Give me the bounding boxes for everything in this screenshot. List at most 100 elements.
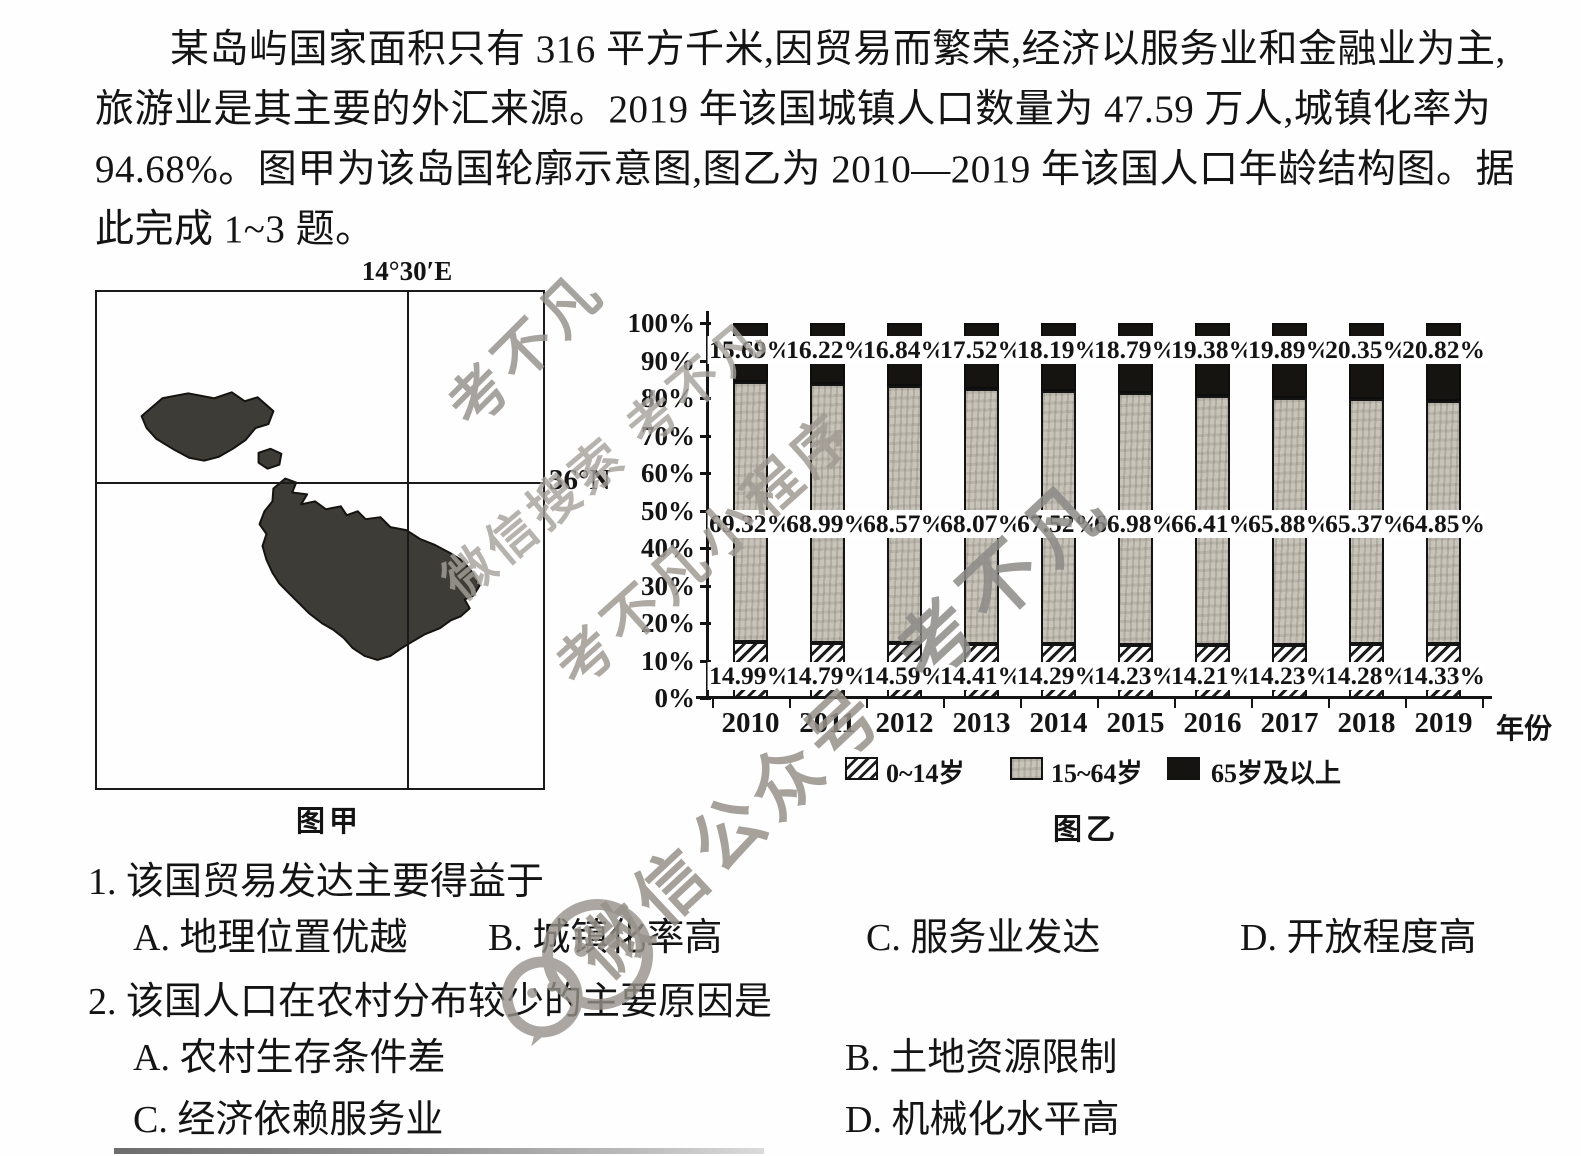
y-axis-tick-mark xyxy=(700,434,711,438)
x-axis-tick-mark xyxy=(1482,699,1484,708)
x-axis-tick-mark xyxy=(1174,699,1176,708)
legend-swatch-gray xyxy=(1010,757,1043,780)
question-2-option-A: A. 农村生存条件差 xyxy=(133,1037,446,1079)
cutoff-text-remnant xyxy=(114,1148,764,1154)
question-2-stem: 2. 该国人口在农村分布较少的主要原因是 xyxy=(88,981,773,1023)
legend-swatch-black xyxy=(1167,757,1200,780)
y-axis-tick-label: 90% xyxy=(641,345,695,376)
question-1-option-A: A. 地理位置优越 xyxy=(133,917,408,959)
bar-value-label: 14.33% xyxy=(1400,660,1487,690)
question-1-option-D: D. 开放程度高 xyxy=(1240,917,1477,959)
question-2-option-D: D. 机械化水平高 xyxy=(845,1099,1120,1141)
y-axis-tick-label: 60% xyxy=(641,458,695,488)
bar-value-label: 15.69% xyxy=(707,335,794,364)
x-axis-category-label: 2016 xyxy=(1183,707,1242,739)
figure-jia-caption: 图甲 xyxy=(296,806,363,838)
bar-value-label: 65.37% xyxy=(1323,509,1410,538)
y-axis-tick-mark xyxy=(700,584,711,588)
bar-value-label: 68.99% xyxy=(784,509,871,538)
malta-island xyxy=(258,477,481,661)
bar-value-label: 66.41% xyxy=(1169,509,1256,538)
question-2-option-B: B. 土地资源限制 xyxy=(845,1037,1118,1079)
bar-value-label: 69.32% xyxy=(707,509,794,538)
bar-value-label: 14.41% xyxy=(938,660,1025,690)
x-axis-tick-mark xyxy=(866,699,868,708)
bar-value-label: 14.23% xyxy=(1246,660,1333,690)
bar-value-label: 19.89% xyxy=(1246,335,1333,364)
bar-value-label: 16.22% xyxy=(784,335,871,364)
bar-value-label: 19.38% xyxy=(1169,335,1256,364)
y-axis-tick-mark xyxy=(700,359,711,363)
question-1-option-B: B. 城镇化率高 xyxy=(488,917,723,959)
bar-value-label: 14.79% xyxy=(784,660,871,690)
question-1-option-C: C. 服务业发达 xyxy=(866,917,1101,959)
meridian-line xyxy=(407,292,409,788)
figure-yi-caption: 图乙 xyxy=(1053,814,1120,846)
chart-x-axis-unit: 年份 xyxy=(1496,714,1553,745)
y-axis-tick-label: 10% xyxy=(641,645,695,676)
y-axis-tick-mark xyxy=(700,509,711,513)
map-latitude-label: 36°N xyxy=(549,464,611,496)
legend-label: 65岁及以上 xyxy=(1211,759,1342,788)
wechat-logo-watermark xyxy=(501,899,654,1047)
x-axis-tick-mark xyxy=(943,699,945,708)
bar-value-label: 67.52% xyxy=(1015,509,1102,538)
bar-value-label: 14.21% xyxy=(1169,660,1256,690)
y-axis-tick-mark xyxy=(700,622,711,625)
x-axis-category-label: 2017 xyxy=(1260,707,1319,739)
bar-value-label: 14.29% xyxy=(1015,660,1102,690)
bar-value-label: 18.19% xyxy=(1015,335,1102,364)
map-longitude-label: 14°30′E xyxy=(361,256,453,286)
bar-value-label: 64.85% xyxy=(1400,509,1487,538)
legend-label: 15~64岁 xyxy=(1051,759,1143,788)
bar-value-label: 16.84% xyxy=(861,335,948,364)
bar-value-label: 65.88% xyxy=(1246,509,1333,538)
x-axis-category-label: 2012 xyxy=(875,707,934,739)
passage-line-4: 此完成 1~3 题。 xyxy=(95,208,375,251)
bar-value-label: 20.82% xyxy=(1400,335,1487,364)
x-axis-category-label: 2015 xyxy=(1106,707,1165,739)
legend-swatch-hatch xyxy=(845,757,878,780)
bar-value-label: 18.79% xyxy=(1092,335,1179,364)
x-axis-tick-mark xyxy=(1020,699,1022,708)
x-axis-tick-mark xyxy=(789,699,791,708)
y-axis-tick-label: 20% xyxy=(641,608,695,638)
gozo-island xyxy=(140,391,275,462)
y-axis-tick-mark xyxy=(700,659,711,663)
x-axis-tick-mark xyxy=(1097,699,1099,708)
y-axis-tick-label: 0% xyxy=(654,683,696,713)
bar-value-label: 17.52% xyxy=(938,335,1025,364)
bar-value-label: 68.57% xyxy=(861,509,948,538)
y-axis-tick-label: 40% xyxy=(641,533,695,563)
question-2-option-C: C. 经济依赖服务业 xyxy=(133,1099,444,1141)
y-axis-tick-label: 70% xyxy=(641,420,695,451)
passage-line-2: 旅游业是其主要的外汇来源。2019 年该国城镇人口数量为 47.59 万人,城镇… xyxy=(95,88,1492,131)
x-axis-category-label: 2011 xyxy=(799,707,856,739)
chart-x-axis xyxy=(696,696,1492,699)
bar-value-label: 68.07% xyxy=(938,509,1025,538)
y-axis-tick-mark xyxy=(700,547,711,550)
passage-line-3: 94.68%。图甲为该岛国轮廓示意图,图乙为 2010—2019 年该国人口年龄… xyxy=(95,148,1515,191)
y-axis-tick-label: 80% xyxy=(641,383,695,413)
x-axis-category-label: 2013 xyxy=(952,707,1011,739)
x-axis-tick-mark xyxy=(712,699,714,708)
x-axis-tick-mark xyxy=(1328,699,1330,708)
bar-value-label: 20.35% xyxy=(1323,335,1410,364)
bar-value-label: 14.99% xyxy=(707,660,794,690)
x-axis-category-label: 2018 xyxy=(1337,707,1396,739)
x-axis-tick-mark xyxy=(1251,699,1253,708)
malta-islands-outline xyxy=(140,391,481,661)
question-1-stem: 1. 该国贸易发达主要得益于 xyxy=(88,861,545,903)
y-axis-tick-label: 50% xyxy=(641,495,695,526)
x-axis-category-label: 2019 xyxy=(1414,707,1473,739)
y-axis-tick-label: 30% xyxy=(641,570,695,601)
chart-y-axis xyxy=(706,311,709,700)
bar-value-label: 14.59% xyxy=(861,660,948,690)
passage-line-1: 某岛屿国家面积只有 316 平方千米,因贸易而繁荣,经济以服务业和金融业为主, xyxy=(170,28,1506,71)
comino-island xyxy=(257,447,283,470)
bar-value-label: 66.98% xyxy=(1092,509,1179,538)
y-axis-tick-mark xyxy=(700,322,711,325)
bar-value-label: 14.23% xyxy=(1092,660,1179,690)
x-axis-category-label: 2010 xyxy=(721,707,780,739)
